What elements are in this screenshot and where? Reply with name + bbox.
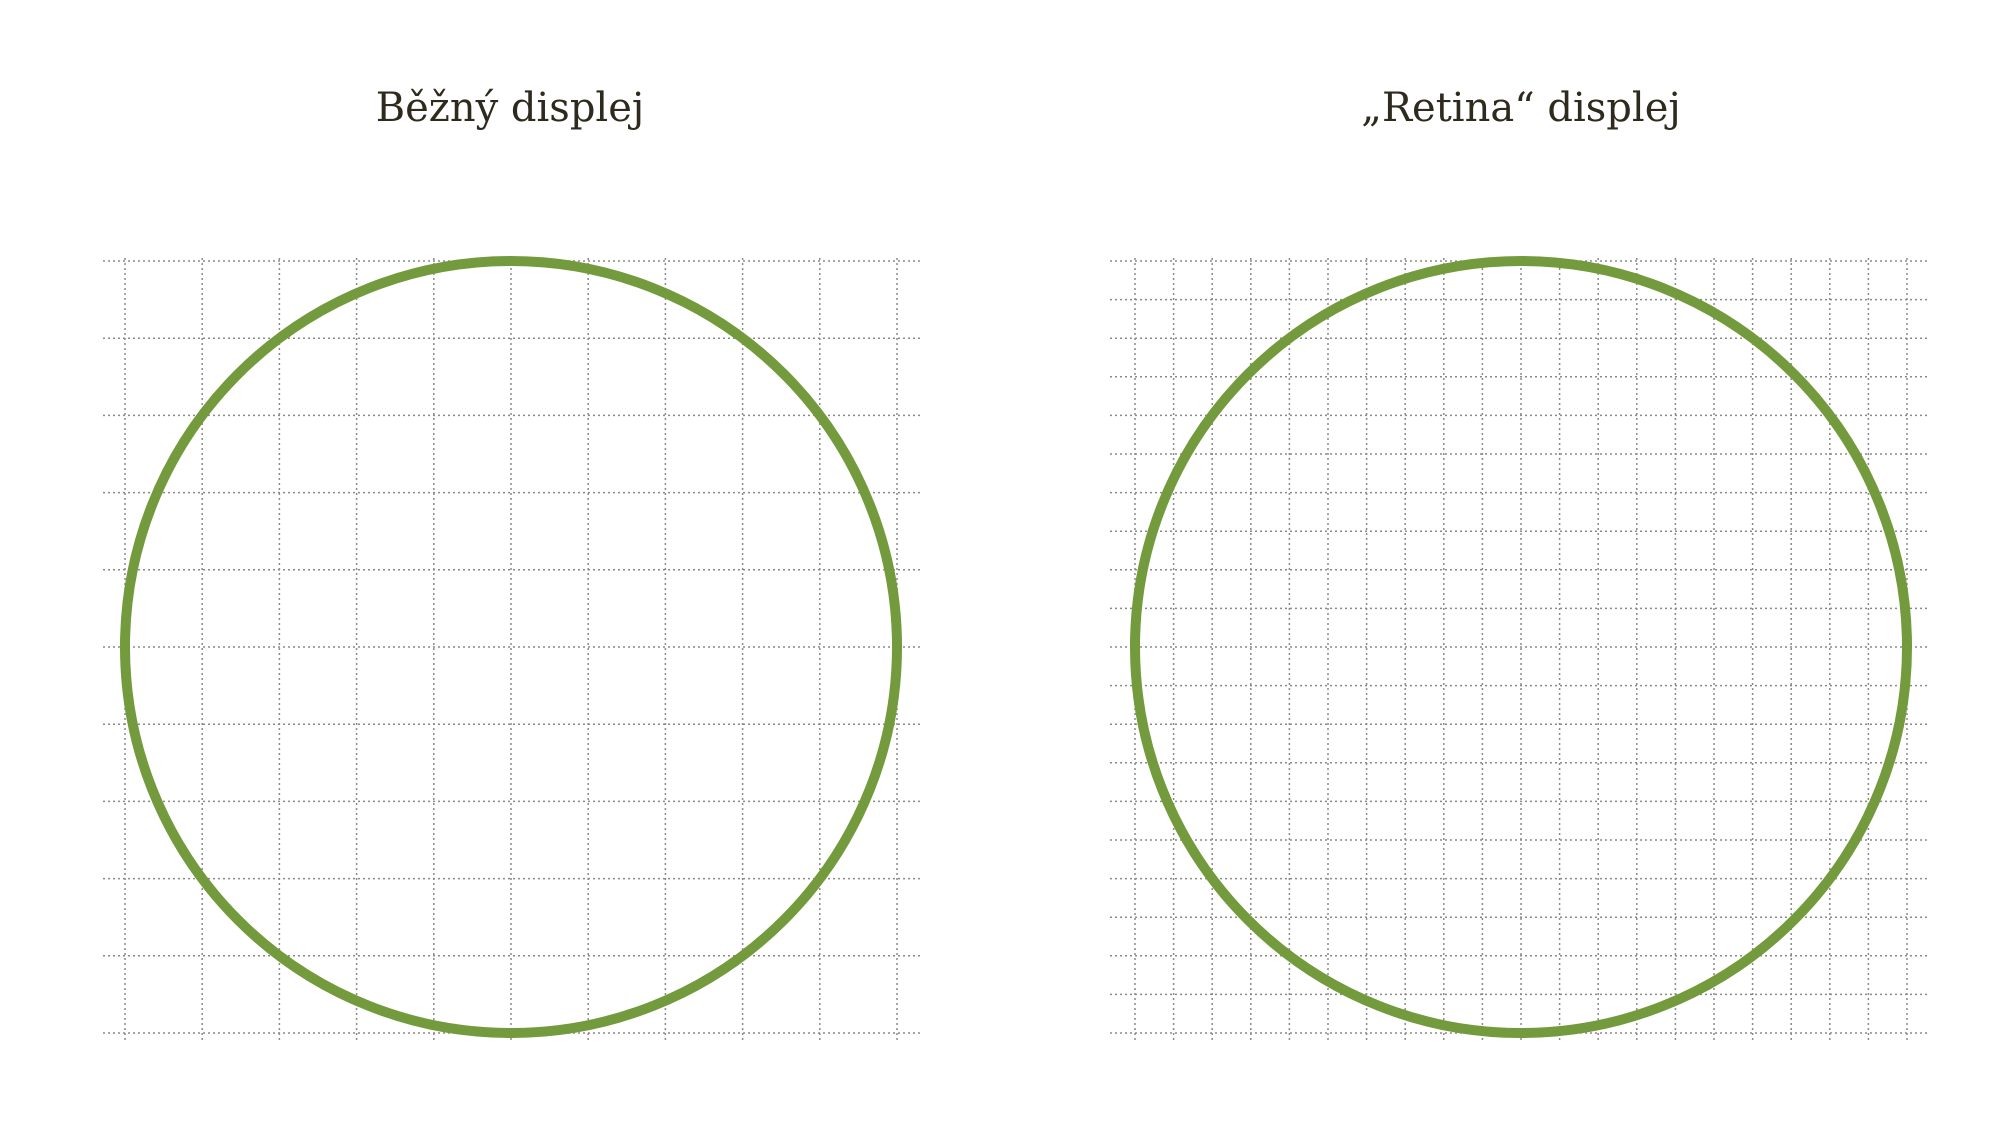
retina-pixel-grid [1110, 258, 1930, 1040]
retina-display-panel [1110, 256, 1930, 1040]
retina-display-title: „Retina“ displej [1361, 85, 1681, 131]
standard-display-panel [103, 256, 920, 1040]
standard-display-title: Běžný displej [375, 85, 645, 131]
standard-pixel-grid [103, 258, 920, 1040]
retina-display-circle [1130, 256, 1912, 1038]
standard-display-circle [120, 256, 902, 1038]
